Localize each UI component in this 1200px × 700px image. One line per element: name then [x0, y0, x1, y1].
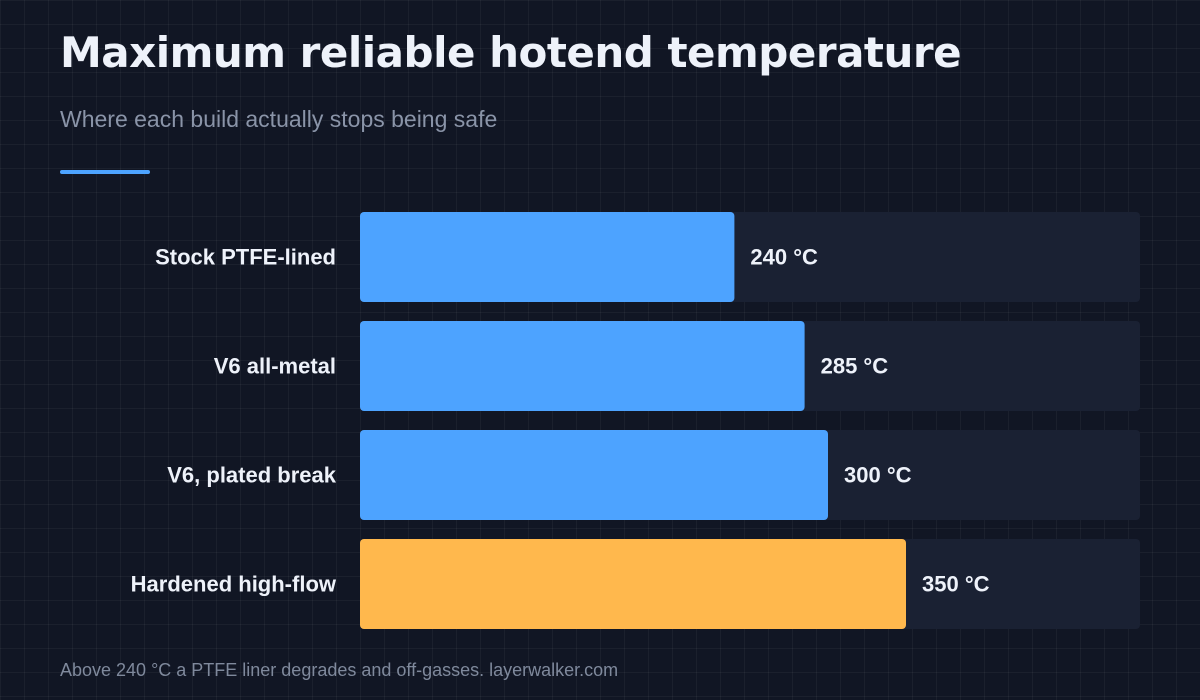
category-label: Hardened high-flow — [131, 572, 337, 597]
category-label: V6 all-metal — [214, 354, 336, 379]
category-label: Stock PTFE-lined — [155, 245, 336, 270]
value-label: 240 °C — [750, 245, 818, 270]
chart-subtitle: Where each build actually stops being sa… — [60, 106, 498, 132]
bar — [360, 212, 735, 302]
bar — [360, 430, 828, 520]
bar — [360, 539, 906, 629]
footer-note: Above 240 °C a PTFE liner degrades and o… — [60, 660, 619, 680]
category-label: V6, plated break — [167, 463, 337, 488]
value-label: 350 °C — [922, 572, 990, 597]
chart-title: Maximum reliable hotend temperature — [60, 28, 962, 77]
bar — [360, 321, 805, 411]
value-label: 300 °C — [844, 463, 912, 488]
value-label: 285 °C — [821, 354, 889, 379]
accent-divider — [60, 170, 150, 174]
